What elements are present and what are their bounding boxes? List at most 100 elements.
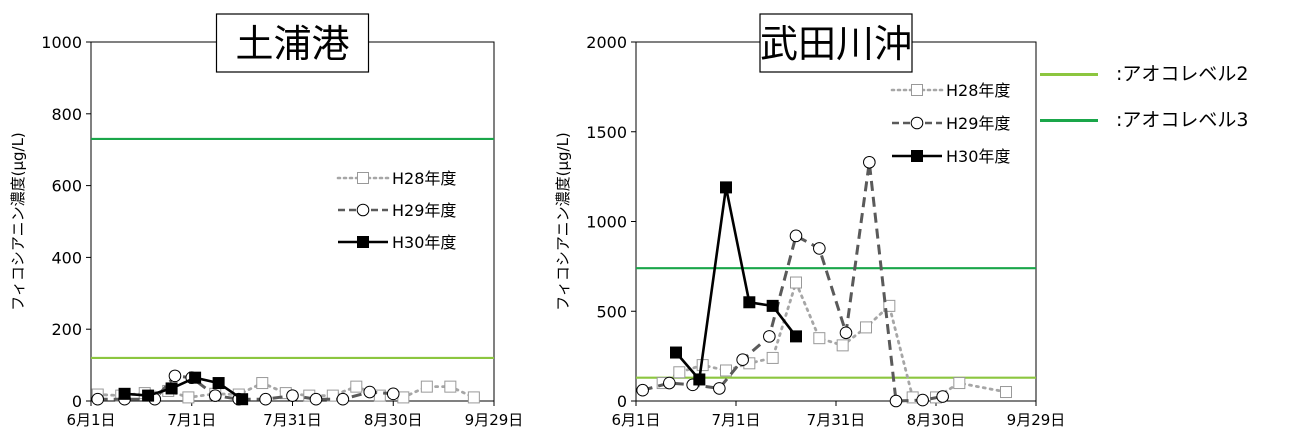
data-point-h29	[736, 353, 749, 367]
data-point-h29	[789, 229, 803, 243]
data-point-h28	[883, 299, 896, 312]
chart-title-box	[759, 13, 913, 73]
data-point-h28	[860, 321, 872, 334]
legend-marker-h29	[356, 203, 370, 217]
data-point-h29	[763, 330, 776, 343]
legend-marker-h30	[911, 150, 923, 162]
data-point-h29	[91, 392, 105, 406]
data-point-h28	[420, 380, 433, 393]
data-point-h28	[813, 332, 826, 345]
data-point-h29	[259, 392, 272, 406]
chart-title: 武田川沖	[760, 22, 912, 66]
y-tick-label: 600	[51, 177, 82, 196]
legend-label-h30: H30年度	[946, 147, 1010, 166]
data-point-h30	[720, 181, 732, 194]
data-point-h30	[118, 387, 131, 400]
x-tick-label: 7月1日	[167, 411, 216, 429]
chart-2: 0 500 1000 1500 2000 6月1日 7月1日 7月31日 8月30日 9月29日 フ…	[554, 13, 1065, 429]
data-point-h28	[350, 380, 363, 393]
data-point-h30	[165, 382, 178, 395]
legend-marker-h28	[357, 172, 369, 184]
y-axis-label: フィコシアニン濃度(µg/L)	[9, 132, 27, 311]
data-point-h28	[673, 366, 686, 379]
data-point-h29	[813, 242, 826, 255]
series-line-h30	[675, 187, 798, 383]
data-point-h29	[889, 394, 903, 408]
data-point-h30	[670, 346, 682, 359]
data-point-h30	[790, 330, 802, 343]
data-point-h28	[766, 351, 779, 364]
y-axis-label: フィコシアニン濃度(µg/L)	[554, 132, 572, 311]
data-point-h28	[720, 364, 732, 377]
side-legend-item-level3: :アオコレベル3	[1040, 108, 1295, 132]
data-point-h29	[286, 389, 299, 402]
data-point-h29	[386, 387, 400, 401]
data-point-h29	[309, 392, 323, 406]
x-tick-label: 7月31日	[807, 411, 866, 429]
legend-label-h29: H29年度	[392, 201, 456, 220]
x-tick-label: 6月1日	[611, 411, 660, 429]
y-tick-label: 0	[617, 392, 627, 411]
data-point-h28	[256, 377, 269, 390]
data-point-h29	[936, 390, 949, 403]
plot-frame	[90, 41, 495, 402]
y-tick-label: 1000	[41, 33, 82, 52]
y-tick-label: 0	[72, 392, 82, 411]
data-point-h29	[916, 393, 929, 407]
x-tick-label: 9月29日	[465, 411, 524, 429]
legend-marker-h28	[911, 84, 923, 96]
side-legend-label-level2: :アオコレベル2	[1116, 63, 1249, 85]
data-point-h28	[182, 391, 195, 404]
y-tick-label: 500	[596, 302, 627, 321]
legend-marker-h30	[357, 236, 369, 248]
data-point-h29	[713, 382, 726, 395]
chart-title: 土浦港	[235, 22, 349, 66]
data-point-h28	[790, 276, 802, 289]
data-point-h29	[839, 326, 853, 340]
y-tick-label: 800	[51, 105, 82, 124]
y-tick-label: 1000	[586, 213, 627, 232]
chart-1: 0 200 400 600 800 1000 6月1日 7月1日 7月31日 8月30日 9月29日…	[9, 13, 524, 429]
data-point-h29	[663, 376, 676, 390]
data-point-h30	[142, 389, 155, 402]
data-point-h30	[189, 371, 202, 384]
legend-label-h28: H28年度	[392, 169, 456, 188]
side-legend-item-level2: :アオコレベル2	[1040, 62, 1295, 86]
x-tick-label: 7月1日	[711, 411, 760, 429]
data-point-h29	[336, 392, 350, 406]
chart-title-box	[215, 13, 370, 73]
data-point-h29	[168, 369, 182, 383]
legend-label-h28: H28年度	[946, 81, 1010, 100]
x-tick-label: 8月30日	[907, 411, 966, 429]
x-tick-label: 7月31日	[263, 411, 322, 429]
data-point-h29	[208, 389, 222, 402]
data-point-h30	[743, 296, 756, 309]
x-tick-label: 8月30日	[364, 411, 423, 429]
side-legend-swatch-level3	[1040, 119, 1098, 122]
data-point-h28	[1000, 386, 1012, 399]
data-point-h28	[444, 380, 457, 393]
side-legend-swatch-level2	[1040, 73, 1098, 76]
data-point-h29	[363, 385, 377, 399]
data-point-h30	[693, 373, 706, 386]
series-line-h28	[661, 278, 1008, 399]
legend-label-h29: H29年度	[946, 114, 1010, 133]
side-legend: :アオコレベル2 :アオコレベル3	[1040, 62, 1295, 154]
data-point-h29	[636, 383, 649, 397]
data-point-h30	[212, 377, 225, 390]
data-point-h28	[467, 391, 480, 404]
x-tick-label: 6月1日	[66, 411, 115, 429]
y-tick-label: 1500	[586, 123, 627, 142]
data-point-h29	[863, 155, 876, 169]
legend-marker-h29	[910, 116, 924, 130]
data-point-h30	[766, 299, 779, 312]
data-point-h28	[836, 339, 849, 352]
data-point-h28	[953, 377, 966, 390]
legend-label-h30: H30年度	[392, 233, 456, 252]
data-point-h30	[236, 393, 249, 406]
y-tick-label: 200	[51, 320, 82, 339]
side-legend-label-level3: :アオコレベル3	[1116, 109, 1249, 131]
y-tick-label: 400	[51, 248, 82, 267]
